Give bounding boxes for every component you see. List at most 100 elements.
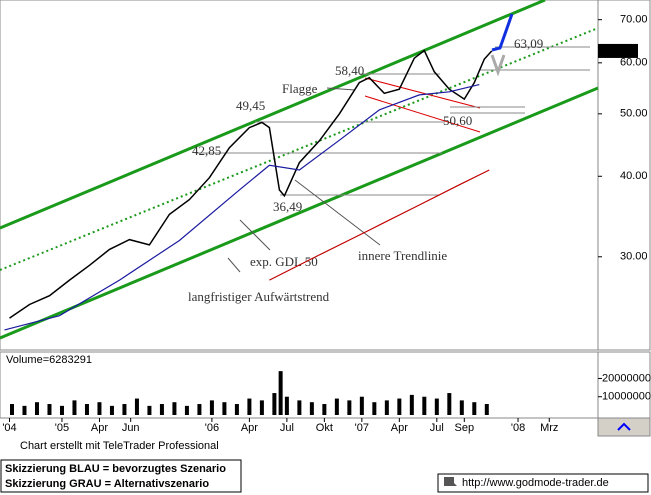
x-tick-label: '06 <box>205 422 219 434</box>
y-tick-label: 40.00 <box>620 170 648 182</box>
x-tick-label: '04 <box>2 422 16 434</box>
volume-bar <box>122 404 127 415</box>
volume-bar <box>409 394 414 415</box>
annotation: 63,09 <box>514 36 543 51</box>
volume-bar <box>172 402 177 415</box>
volume-bar <box>197 404 202 415</box>
x-tick-label: Apr <box>241 422 258 434</box>
y-tick-label: 60.00 <box>620 57 648 69</box>
x-tick-label: Mrz <box>540 422 558 434</box>
y-tick-label: 10000000 <box>602 391 651 403</box>
annotation: exp. GDL 50 <box>250 254 318 269</box>
volume-bar <box>222 402 227 415</box>
y-tick-label: 70.00 <box>620 14 648 26</box>
volume-bar <box>278 371 283 415</box>
volume-bar <box>347 400 352 415</box>
x-tick-label: '08 <box>511 422 525 434</box>
volume-bar <box>34 402 39 415</box>
pointer-arrows <box>227 87 381 273</box>
volume-bar <box>484 404 489 415</box>
annotation: 50,60 <box>443 113 472 128</box>
price-line <box>4 84 480 331</box>
axis-frame <box>597 0 651 351</box>
flag-line <box>364 95 481 133</box>
corner-icon <box>617 422 631 431</box>
credit: Chart erstellt mit TeleTrader Profession… <box>20 440 219 452</box>
volume-bar <box>109 405 114 415</box>
annotation: 36,49 <box>273 199 302 214</box>
arrow <box>227 257 241 273</box>
volume-bar <box>247 398 252 415</box>
volume-bar <box>359 396 364 415</box>
y-tick-label: 50.00 <box>620 108 648 120</box>
volume-bar <box>322 404 327 415</box>
upper-channel <box>0 0 546 230</box>
annotation: innere Trendlinie <box>358 248 447 263</box>
annotation: 42,85 <box>192 143 221 158</box>
flag-line <box>364 77 481 109</box>
x-tick-label: '05 <box>55 422 69 434</box>
x-tick-label: Jul <box>280 422 294 434</box>
x-tick-label: Apr <box>91 422 108 434</box>
volume-bar <box>372 402 377 415</box>
arrow <box>326 87 356 91</box>
scenario-gray: Skizzierung GRAU = Alternativszenario <box>5 478 209 490</box>
x-tick-label: Sep <box>455 422 475 434</box>
volume-bar <box>97 402 102 415</box>
volume-bar <box>334 398 339 415</box>
volume-bar <box>59 405 64 415</box>
volume-bar <box>209 400 214 415</box>
last-price-box <box>598 43 638 58</box>
scenario-blue: Skizzierung BLAU = bevorzugtes Szenario <box>5 463 226 475</box>
url[interactable]: http://www.godmode-trader.de <box>462 477 609 489</box>
volume-bar <box>47 404 52 415</box>
y-tick-label: 20000000 <box>602 372 651 384</box>
level-lines <box>195 46 590 196</box>
price-line <box>9 49 493 319</box>
x-tick-label: Apr <box>391 422 408 434</box>
volume-bar <box>22 405 27 415</box>
x-tick-label: Jul <box>430 422 444 434</box>
volume-bar <box>147 405 152 415</box>
volume-bar <box>184 405 189 415</box>
volume-bar <box>259 400 264 415</box>
volume-bar <box>284 396 289 415</box>
url-box <box>437 473 649 493</box>
volume-bar <box>434 398 439 415</box>
x-tick-label: '07 <box>355 422 369 434</box>
legend-box <box>0 459 242 493</box>
volume-bar <box>472 402 477 415</box>
volume-bar <box>134 398 139 415</box>
y-tick-label: 30.00 <box>620 251 648 263</box>
volume-bar <box>9 404 14 415</box>
volume-bar <box>384 400 389 415</box>
url-icon <box>444 477 457 486</box>
lower-channel <box>0 86 599 340</box>
volume-bar <box>72 400 77 415</box>
gray-scenario <box>490 54 506 77</box>
volume-bar <box>272 393 277 415</box>
arrow <box>294 179 381 246</box>
price-line <box>269 169 490 281</box>
drawings <box>0 0 599 340</box>
annotation: Flagge <box>282 81 318 96</box>
annotation: langfristiger Aufwärtstrend <box>188 289 330 304</box>
volume-bar <box>397 398 402 415</box>
volume-bar <box>459 400 464 415</box>
x-tick-label: Okt <box>316 422 333 434</box>
annotation: 58,40 <box>335 63 364 78</box>
volume-bar <box>159 404 164 415</box>
volume-bar <box>422 396 427 415</box>
last-price-label: 62.60 <box>602 45 630 57</box>
blue-scenario <box>491 13 514 52</box>
annotation: 49,45 <box>236 98 265 113</box>
arrow <box>239 219 271 251</box>
volume-bar <box>84 404 89 415</box>
volume-bar <box>297 400 302 415</box>
corner-button[interactable] <box>597 417 651 437</box>
volume-bar <box>447 393 452 415</box>
volume-axis-frame <box>597 351 651 419</box>
x-tick-label: Jun <box>122 422 140 434</box>
volume-bar <box>234 404 239 415</box>
